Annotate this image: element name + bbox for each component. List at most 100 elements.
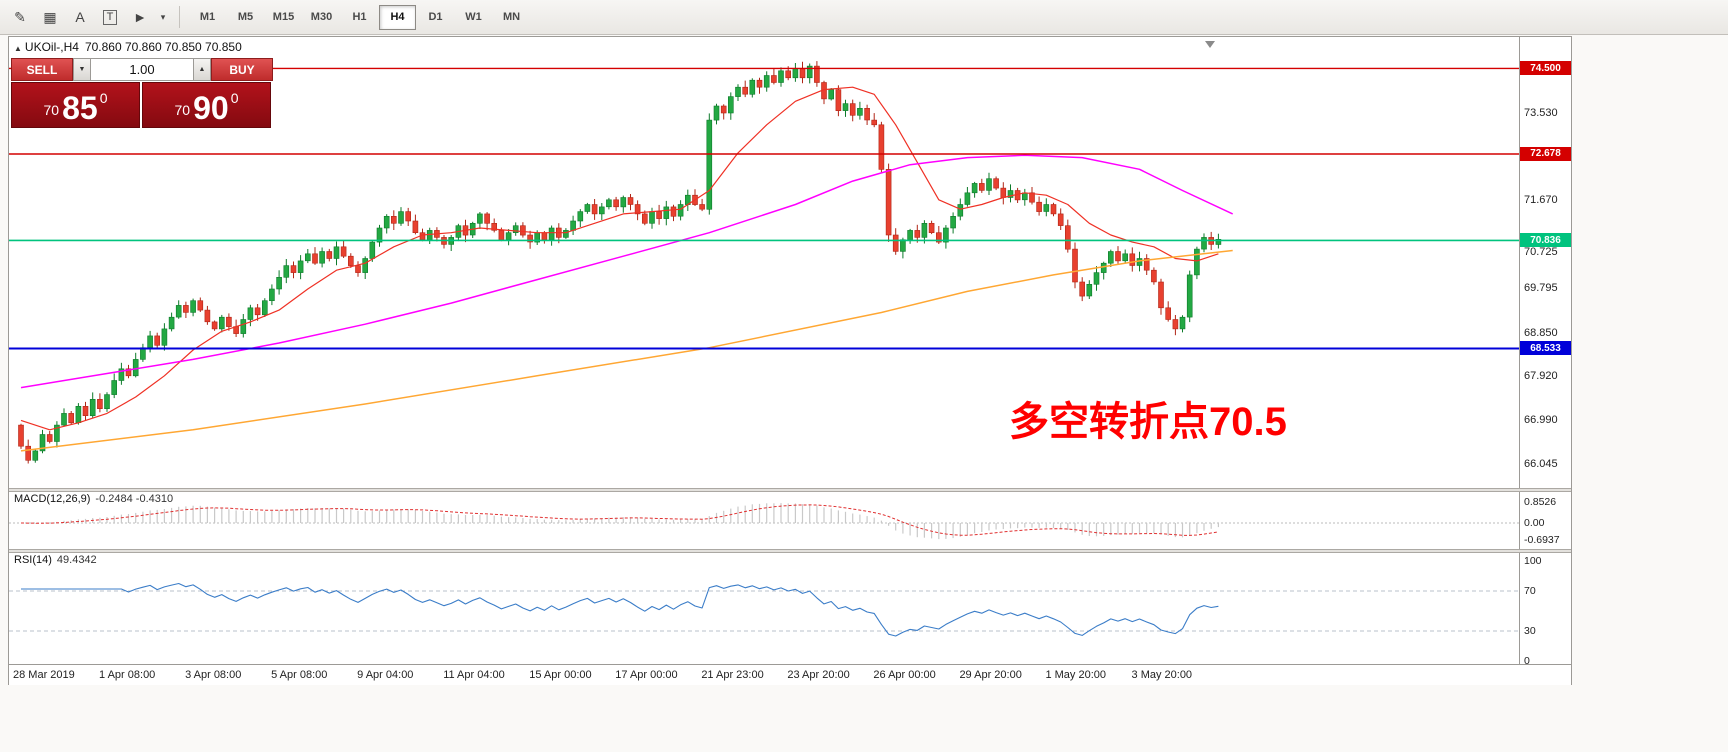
grid-icon-glyph: ▦ (43, 8, 57, 25)
time-label-12: 1 Apr 08:00 (99, 669, 156, 681)
macd-signal-line (20, 504, 1219, 536)
trade-panel-top-row: SELL ▼ 1.00 ▲ BUY (11, 58, 273, 81)
symbol-quote-header: ▲ UKOil-,H4 70.860 70.860 70.850 70.850 (14, 40, 242, 54)
time-label-84: 17 Apr 00:00 (615, 669, 678, 681)
dropdown-caret-icon-glyph: ▾ (160, 11, 166, 22)
time-label-60: 11 Apr 04:00 (443, 669, 505, 681)
timeframe-button-m5[interactable]: M5 (237, 11, 254, 23)
time-label-0: 28 Mar 2019 (13, 669, 75, 681)
text-label-icon[interactable]: A (66, 5, 94, 29)
price-tick-71.670: 71.670 (1524, 194, 1558, 207)
ma-slow-orange (20, 249, 1233, 452)
dropdown-caret-icon[interactable]: ▾ (156, 5, 170, 29)
time-label-24: 3 Apr 08:00 (185, 669, 242, 681)
price-tick-66.045: 66.045 (1524, 458, 1558, 471)
text-box-icon-glyph: T (102, 9, 118, 25)
rsi-axis-100: 100 (1524, 555, 1542, 567)
time-label-96: 21 Apr 23:00 (701, 669, 764, 681)
rsi-name: RSI(14) (14, 554, 52, 566)
time-label-108: 23 Apr 20:00 (787, 669, 850, 681)
ma-medium-magenta (20, 154, 1234, 389)
macd-axis-0.8526: 0.8526 (1524, 496, 1557, 509)
ohlc-quote: 70.860 70.860 70.850 70.850 (84, 40, 242, 54)
price-tick-66.990: 66.990 (1524, 413, 1558, 426)
timeframe-button-mn[interactable]: MN (502, 11, 521, 23)
price-tick-73.530: 73.530 (1524, 106, 1558, 119)
horizontal-lines (9, 67, 1519, 350)
price-tick-69.795: 69.795 (1524, 282, 1558, 295)
buy-button[interactable]: BUY (211, 58, 273, 81)
timeframe-button-m15[interactable]: M15 (272, 11, 295, 23)
expand-arrow-icon[interactable]: ▲ (14, 44, 22, 53)
macd-axis-0.00: 0.00 (1524, 517, 1545, 529)
chart-window: ▲ UKOil-,H4 70.860 70.860 70.850 70.850 SE… (8, 36, 1572, 685)
panel-splitter-macd[interactable] (9, 488, 1571, 492)
timeframe-button-h1[interactable]: H1 (352, 11, 367, 23)
rsi-axis-0: 0 (1524, 655, 1530, 667)
time-label-48: 9 Apr 04:00 (357, 669, 414, 681)
rsi-value: 49.4342 (56, 554, 97, 566)
chart-edit-icon[interactable]: ✎ (6, 5, 34, 29)
macd-panel: MACD(12,26,9) -0.2484 -0.4310 (9, 492, 1519, 549)
price-axis[interactable]: 73.530 71.670 70.725 69.795 68.850 67.920 66.9… (1519, 37, 1571, 667)
time-label-144: 1 May 20:00 (1045, 669, 1107, 681)
drawing-tools-icon[interactable]: ► (126, 5, 154, 29)
price-badge-68.533: 68.533 (1520, 341, 1571, 356)
rsi-axis-30: 30 (1524, 625, 1536, 637)
time-label-156: 3 May 20:00 (1131, 669, 1193, 681)
symbol-label: UKOil-,H4 (24, 40, 79, 54)
one-click-trade-panel: SELL ▼ 1.00 ▲ BUY 70 85 0 70 90 0 (11, 58, 273, 128)
toolbar-separator (179, 6, 180, 28)
timeframe-button-m1[interactable]: M1 (199, 11, 216, 23)
volume-increase-button[interactable]: ▲ (193, 58, 211, 81)
buy-price-pips: 90 (193, 89, 229, 126)
triangle-up-icon: ▲ (198, 66, 206, 73)
macd-values: -0.2484 -0.4310 (95, 493, 174, 505)
time-label-132: 29 Apr 20:00 (959, 669, 1022, 681)
buy-price-point: 0 (230, 90, 239, 106)
price-badge-74.500: 74.500 (1520, 61, 1571, 76)
chart-edit-icon-glyph: ✎ (14, 8, 26, 25)
time-label-36: 5 Apr 08:00 (271, 669, 328, 681)
sell-price-whole: 70 (43, 102, 60, 118)
rsi-line (21, 582, 1219, 637)
grid-icon[interactable]: ▦ (36, 5, 64, 29)
text-box-icon[interactable]: T (96, 5, 124, 29)
rsi-svg[interactable] (9, 553, 1519, 664)
price-tick-67.920: 67.920 (1524, 370, 1558, 383)
macd-svg[interactable] (9, 492, 1519, 549)
main-chart-svg[interactable] (9, 37, 1519, 488)
trade-panel-price-row: 70 85 0 70 90 0 (11, 82, 273, 128)
sell-button[interactable]: SELL (11, 58, 73, 81)
volume-input[interactable]: 1.00 (91, 58, 193, 81)
rsi-panel: RSI(14) 49.4342 (9, 553, 1519, 664)
triangle-down-icon: ▼ (78, 66, 86, 73)
chart-annotation-text: 多空转折点70.5 (1009, 400, 1287, 444)
time-label-120: 26 Apr 00:00 (873, 669, 936, 681)
toolbar-icon-group: ✎ ▦ A T ► ▾ (0, 5, 170, 29)
rsi-axis-70: 70 (1524, 585, 1536, 597)
volume-decrease-button[interactable]: ▼ (73, 58, 91, 81)
timeframe-button-group: M1 M5 M15 M30 H1 H4 D1 W1 MN (189, 4, 530, 30)
macd-name: MACD(12,26,9) (14, 493, 91, 505)
rsi-label: RSI(14) 49.4342 (14, 554, 97, 566)
price-tick-68.850: 68.850 (1524, 326, 1558, 339)
time-label-72: 15 Apr 00:00 (529, 669, 592, 681)
buy-price-button[interactable]: 70 90 0 (142, 82, 271, 128)
sell-price-pips: 85 (62, 89, 98, 126)
price-badge-72.678: 72.678 (1520, 146, 1571, 161)
timeframe-button-h4[interactable]: H4 (379, 4, 416, 30)
sell-price-point: 0 (99, 90, 108, 106)
timeframe-button-w1[interactable]: W1 (465, 11, 482, 23)
timeframe-button-d1[interactable]: D1 (428, 11, 443, 23)
sell-price-button[interactable]: 70 85 0 (11, 82, 140, 128)
macd-axis--0.6937: -0.6937 (1524, 534, 1560, 547)
panel-splitter-rsi[interactable] (9, 549, 1571, 553)
timeframe-button-m30[interactable]: M30 (310, 11, 333, 23)
candles (18, 61, 1222, 464)
top-toolbar: ✎ ▦ A T ► ▾ M1 M5 M15 M30 H1 H4 D1 W1 MN (0, 0, 1728, 35)
drawing-tools-icon-glyph: ► (133, 9, 147, 25)
time-axis[interactable]: 28 Mar 2019 1 Apr 08:00 3 Apr 08:00 5 Apr 0… (9, 664, 1571, 685)
chart-shift-marker-icon[interactable] (1205, 41, 1215, 48)
